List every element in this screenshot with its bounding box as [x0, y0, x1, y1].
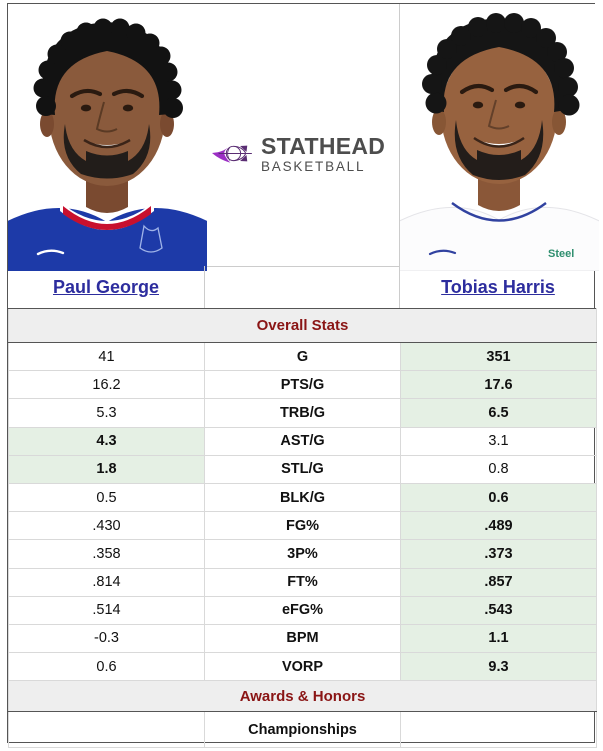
svg-text:Steel: Steel [548, 248, 574, 260]
